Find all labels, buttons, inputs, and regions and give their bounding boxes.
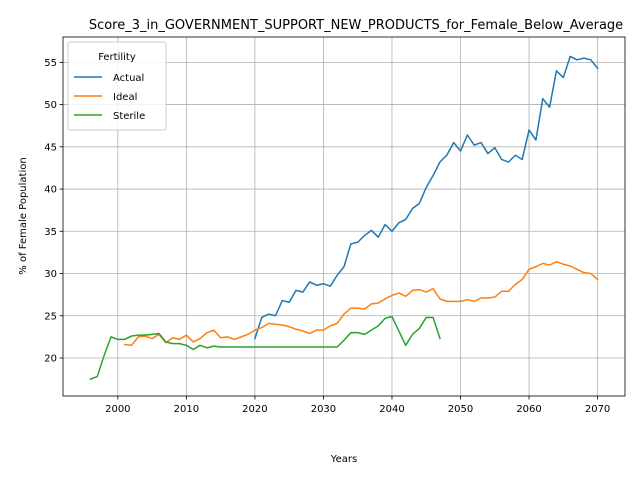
series-line-actual <box>253 55 599 340</box>
legend-item-sterile: Sterile <box>74 111 145 122</box>
y-axis-ticks: 20 25 30 35 40 45 50 55 <box>44 58 63 364</box>
x-tick-label: 2020 <box>242 404 267 415</box>
x-axis-ticks: 2000 2010 2020 2030 2040 2050 2060 2070 <box>105 396 610 415</box>
y-tick-label: 20 <box>44 353 57 364</box>
legend-box <box>67 41 167 131</box>
y-axis-label: % of Female Population <box>18 157 29 274</box>
y-tick-label: 25 <box>44 311 57 322</box>
legend-item-actual: Actual <box>74 73 144 84</box>
legend-label: Actual <box>113 73 144 84</box>
y-tick-label: 50 <box>44 100 57 111</box>
y-tick-label: 55 <box>44 58 57 69</box>
chart-title: Score_3_in_GOVERNMENT_SUPPORT_NEW_PRODUC… <box>89 18 623 33</box>
y-tick-label: 35 <box>44 227 57 238</box>
x-tick-label: 2010 <box>174 404 199 415</box>
legend-title: Fertility <box>98 52 136 63</box>
plot-frame <box>62 36 626 397</box>
x-tick-label: 2000 <box>105 404 130 415</box>
y-tick-label: 30 <box>44 269 57 280</box>
x-tick-label: 2040 <box>379 404 404 415</box>
x-axis-label: Years <box>330 454 357 465</box>
legend-label: Sterile <box>113 111 145 122</box>
legend-label: Ideal <box>113 92 137 103</box>
series-line-sterile <box>89 315 441 381</box>
x-tick-label: 2050 <box>448 404 473 415</box>
legend-items: Actual Ideal Sterile <box>74 73 145 122</box>
series-lines <box>89 55 599 381</box>
legend: Fertility Actual Ideal Sterile <box>67 41 167 131</box>
legend-item-ideal: Ideal <box>74 92 137 103</box>
x-tick-label: 2070 <box>585 404 610 415</box>
y-tick-label: 45 <box>44 142 57 153</box>
y-tick-label: 40 <box>44 185 57 196</box>
series-line-ideal <box>123 260 599 347</box>
grid-lines <box>63 37 625 396</box>
x-tick-label: 2030 <box>311 404 336 415</box>
x-tick-label: 2060 <box>516 404 541 415</box>
